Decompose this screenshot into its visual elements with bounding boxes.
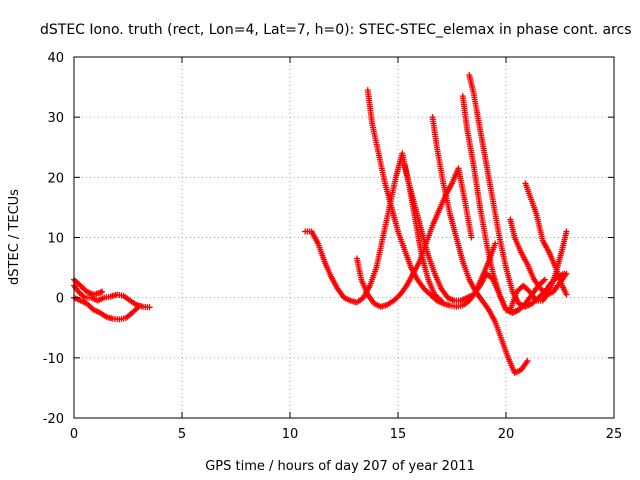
x-tick-label: 0: [70, 427, 78, 442]
data-point: [524, 357, 531, 364]
x-tick-label: 10: [282, 427, 299, 442]
data-point: [99, 288, 106, 295]
axis-ticks: 0 5 10 15 20 25 -20 -10 0 10 20 30 40: [43, 51, 623, 442]
data-point: [468, 234, 475, 241]
x-tick-label: 25: [606, 427, 623, 442]
chart-title: dSTEC Iono. truth (rect, Lon=4, Lat=7, h…: [40, 22, 632, 38]
data-point: [80, 293, 87, 300]
data-point: [563, 270, 570, 277]
data-arc: [459, 93, 548, 316]
y-tick-label: -10: [43, 352, 64, 367]
y-tick-label: 30: [47, 111, 64, 126]
data-arc: [71, 282, 153, 311]
y-tick-label: 10: [47, 232, 64, 247]
data-point: [540, 277, 547, 284]
y-tick-label: 0: [56, 292, 64, 307]
data-arc: [507, 228, 570, 313]
x-axis-label: GPS time / hours of day 207 of year 2011: [205, 459, 475, 474]
data-point: [563, 291, 570, 298]
grid: [74, 57, 614, 418]
y-axis-label: dSTEC / TECUs: [7, 189, 22, 285]
y-tick-label: 40: [47, 51, 64, 66]
data-point: [541, 276, 548, 283]
x-tick-label: 5: [178, 427, 186, 442]
data-arc: [466, 72, 568, 310]
data-points: [71, 72, 570, 376]
data-arc: [429, 114, 531, 376]
data-point: [146, 304, 153, 311]
x-tick-label: 15: [390, 427, 407, 442]
y-tick-label: 20: [47, 171, 64, 186]
data-point: [492, 240, 499, 247]
x-tick-label: 20: [498, 427, 515, 442]
data-point: [563, 228, 570, 235]
y-tick-label: -20: [43, 412, 64, 427]
